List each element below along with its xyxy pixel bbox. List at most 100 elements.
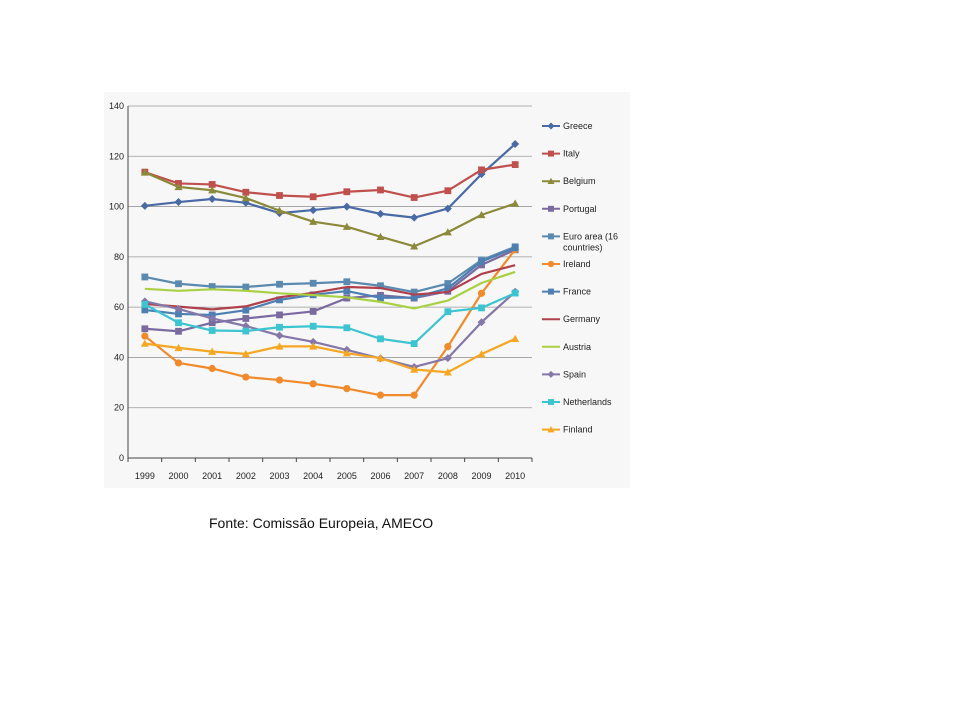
data-point (208, 283, 216, 290)
series-line (144, 337, 516, 374)
y-tick-label: 20 (114, 403, 124, 413)
data-point (309, 337, 318, 346)
data-point (443, 204, 452, 213)
data-point (275, 206, 284, 214)
data-point (141, 300, 149, 308)
legend-item: Spain (542, 369, 586, 379)
legend-label: Greece (563, 121, 593, 131)
data-point (478, 166, 485, 174)
series-ireland (141, 245, 519, 399)
data-point (377, 335, 384, 343)
data-point (276, 311, 283, 319)
data-point (275, 376, 284, 384)
data-point (342, 222, 351, 230)
data-point (174, 198, 183, 207)
data-point (141, 273, 149, 281)
y-tick-label: 100 (109, 202, 124, 212)
legend: Greece Italy Belgium Portugal Euro area (16 c… (542, 121, 618, 435)
data-point (174, 359, 183, 367)
data-point (443, 228, 452, 236)
x-tick-label: 2004 (303, 471, 323, 481)
x-tick-label: 2003 (269, 471, 289, 481)
data-point (174, 182, 183, 191)
series-line (144, 292, 516, 345)
data-point (477, 289, 486, 297)
data-point (140, 201, 149, 210)
legend-item: Italy (542, 149, 580, 159)
legend-item: Greece (542, 121, 593, 131)
data-point (175, 327, 182, 335)
data-point (377, 282, 384, 290)
data-point (477, 350, 486, 358)
data-point (141, 332, 149, 340)
data-point (309, 322, 317, 330)
legend-marker (547, 260, 555, 268)
data-point (511, 199, 520, 207)
data-point (208, 347, 217, 355)
data-point (242, 188, 250, 196)
legend-marker (548, 205, 554, 212)
series-line (144, 171, 516, 248)
data-point (208, 364, 216, 373)
data-point (511, 161, 519, 168)
data-point (275, 331, 284, 340)
legend-marker (548, 150, 554, 157)
x-tick-label: 2008 (438, 471, 458, 481)
data-point (342, 349, 351, 357)
data-point (242, 306, 250, 314)
data-point (478, 304, 485, 312)
data-point (242, 327, 250, 335)
data-point (410, 242, 419, 250)
legend-marker (548, 399, 554, 405)
data-point (309, 206, 318, 215)
data-point (275, 342, 284, 350)
data-point (309, 279, 317, 287)
legend-item: Netherlands (542, 397, 612, 407)
data-point (343, 278, 351, 286)
legend-item: Germany (542, 314, 601, 324)
legend-marker (548, 288, 554, 295)
series-line (144, 246, 516, 317)
y-tick-label: 80 (114, 252, 124, 262)
data-point (343, 324, 351, 332)
data-point (376, 354, 385, 362)
legend-item: Finland (542, 425, 593, 435)
y-tick-label: 0 (119, 453, 124, 463)
legend-label: Spain (563, 369, 586, 379)
series-line (144, 270, 516, 310)
data-point (208, 319, 216, 327)
data-point (175, 280, 182, 288)
source-note: Fonte: Comissão Europeia, AMECO (209, 515, 434, 531)
legend-label: Ireland (563, 259, 591, 269)
series-line (144, 163, 516, 199)
data-point (140, 339, 149, 347)
legend-label: Germany (563, 314, 601, 324)
data-point (511, 334, 520, 343)
data-point (208, 186, 217, 194)
series-finland (140, 334, 520, 376)
data-point (309, 193, 317, 201)
data-point (377, 186, 384, 194)
y-tick-label: 60 (114, 302, 124, 312)
data-point (241, 349, 250, 358)
data-point (376, 232, 385, 240)
series-austria (144, 270, 516, 310)
line-chart: 0 20 40 60 80 100 120 140 1999 2000 2001 2002 2003 20… (104, 92, 630, 488)
x-tick-label: 2007 (404, 471, 424, 481)
data-point (410, 365, 419, 373)
y-tick-label: 120 (109, 151, 124, 161)
series-line (144, 290, 516, 369)
data-point (242, 283, 250, 291)
data-point (174, 343, 183, 352)
legend-marker (547, 370, 555, 378)
legend-marker (547, 177, 555, 184)
data-point (410, 391, 418, 399)
data-point (343, 188, 351, 196)
data-point (276, 323, 283, 331)
data-point (376, 209, 385, 218)
data-point (443, 354, 452, 363)
legend-label: Netherlands (563, 397, 612, 407)
legend-item: Belgium (542, 176, 596, 186)
data-point (377, 294, 384, 302)
data-point (208, 195, 217, 204)
